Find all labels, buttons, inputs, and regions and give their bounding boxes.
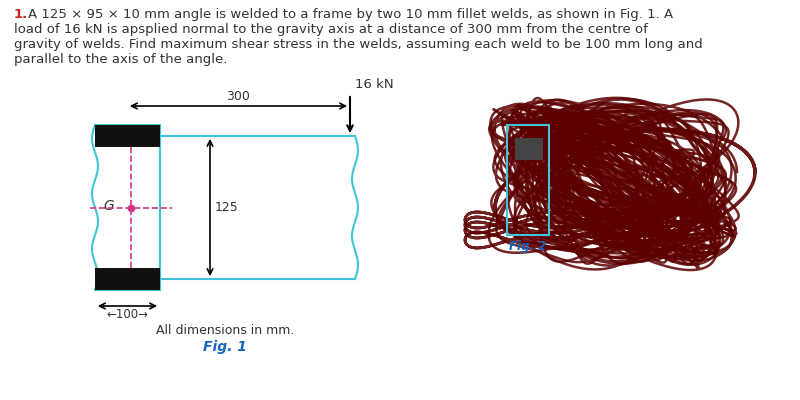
Text: parallel to the axis of the angle.: parallel to the axis of the angle. [14,53,227,66]
Bar [507,125,549,235]
Bar [95,268,160,290]
Text: G: G [103,198,114,212]
Text: A 125 × 95 × 10 mm angle is welded to a frame by two 10 mm fillet welds, as show: A 125 × 95 × 10 mm angle is welded to a … [28,8,673,21]
Bar [515,138,543,160]
Text: ←100→: ←100→ [106,308,149,321]
Text: Fig. 1: Fig. 1 [203,340,247,354]
Text: 300: 300 [226,90,250,103]
Text: 1.: 1. [14,8,28,21]
Text: All dimensions in mm.: All dimensions in mm. [156,324,294,337]
Text: 16 kN: 16 kN [355,78,394,91]
Text: Fig. 2: Fig. 2 [509,240,546,253]
Bar [95,125,160,147]
Text: 125: 125 [215,201,238,214]
Text: load of 16 kN is apsplied normal to the gravity axis at a distance of 300 mm fro: load of 16 kN is apsplied normal to the … [14,23,648,36]
Text: gravity of welds. Find maximum shear stress in the welds, assuming each weld to : gravity of welds. Find maximum shear str… [14,38,702,51]
